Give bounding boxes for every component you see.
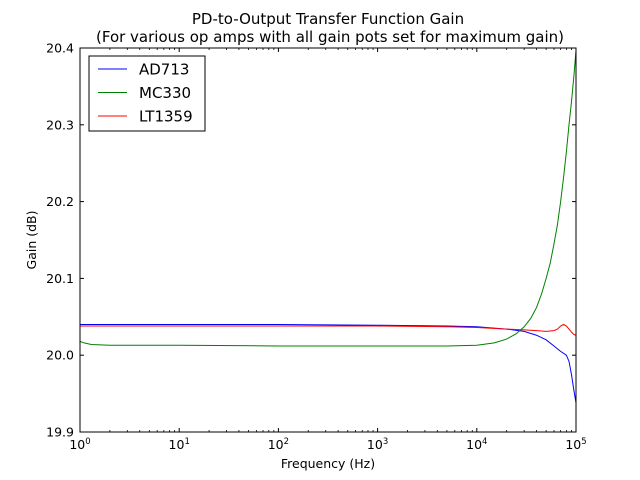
series-line-lt1359 (80, 323, 576, 336)
x-tick-exponent: 5 (581, 437, 586, 447)
plot-area (79, 47, 577, 433)
x-axis-label: Frequency (Hz) (281, 456, 375, 471)
x-tick-label: 100 (69, 437, 90, 452)
x-tick-base: 10 (565, 437, 581, 452)
series-line-mc330 (80, 50, 576, 347)
y-tick-label: 20.1 (46, 271, 74, 286)
y-tick-label: 20.2 (46, 194, 74, 209)
x-tick-exponent: 1 (184, 437, 189, 447)
x-axis-ticks: 100 101 102 103 104 105 (69, 48, 587, 452)
x-tick-exponent: 4 (482, 437, 487, 447)
y-axis-ticks: 19.9 20.0 20.1 20.2 20.3 20.4 (46, 41, 576, 440)
legend: AD713 MC330 LT1359 (88, 55, 206, 132)
legend-label-mc330: MC330 (139, 84, 191, 102)
legend-label-ad713: AD713 (139, 61, 189, 79)
chart-title: PD-to-Output Transfer Function Gain (192, 10, 464, 28)
x-tick-label: 103 (367, 437, 388, 452)
x-tick-base: 10 (69, 437, 85, 452)
x-tick-label: 102 (268, 437, 289, 452)
y-axis-label: Gain (dB) (24, 211, 39, 270)
series-line-ad713 (80, 323, 576, 403)
x-tick-label: 105 (565, 437, 586, 452)
x-tick-label: 104 (466, 437, 487, 452)
y-tick-label: 19.9 (46, 425, 74, 440)
y-tick-label: 20.4 (46, 41, 74, 56)
x-tick-label: 101 (169, 437, 190, 452)
plot-frame (79, 47, 577, 433)
legend-label-lt1359: LT1359 (139, 108, 193, 126)
y-tick-label: 20.0 (46, 348, 74, 363)
x-tick-exponent: 2 (284, 437, 289, 447)
x-tick-base: 10 (169, 437, 185, 452)
x-tick-base: 10 (268, 437, 284, 452)
x-tick-base: 10 (466, 437, 482, 452)
y-tick-label: 20.3 (46, 117, 74, 132)
x-tick-exponent: 3 (383, 437, 388, 447)
x-tick-base: 10 (367, 437, 383, 452)
chart-subtitle: (For various op amps with all gain pots … (96, 28, 564, 46)
x-tick-exponent: 0 (85, 437, 90, 447)
